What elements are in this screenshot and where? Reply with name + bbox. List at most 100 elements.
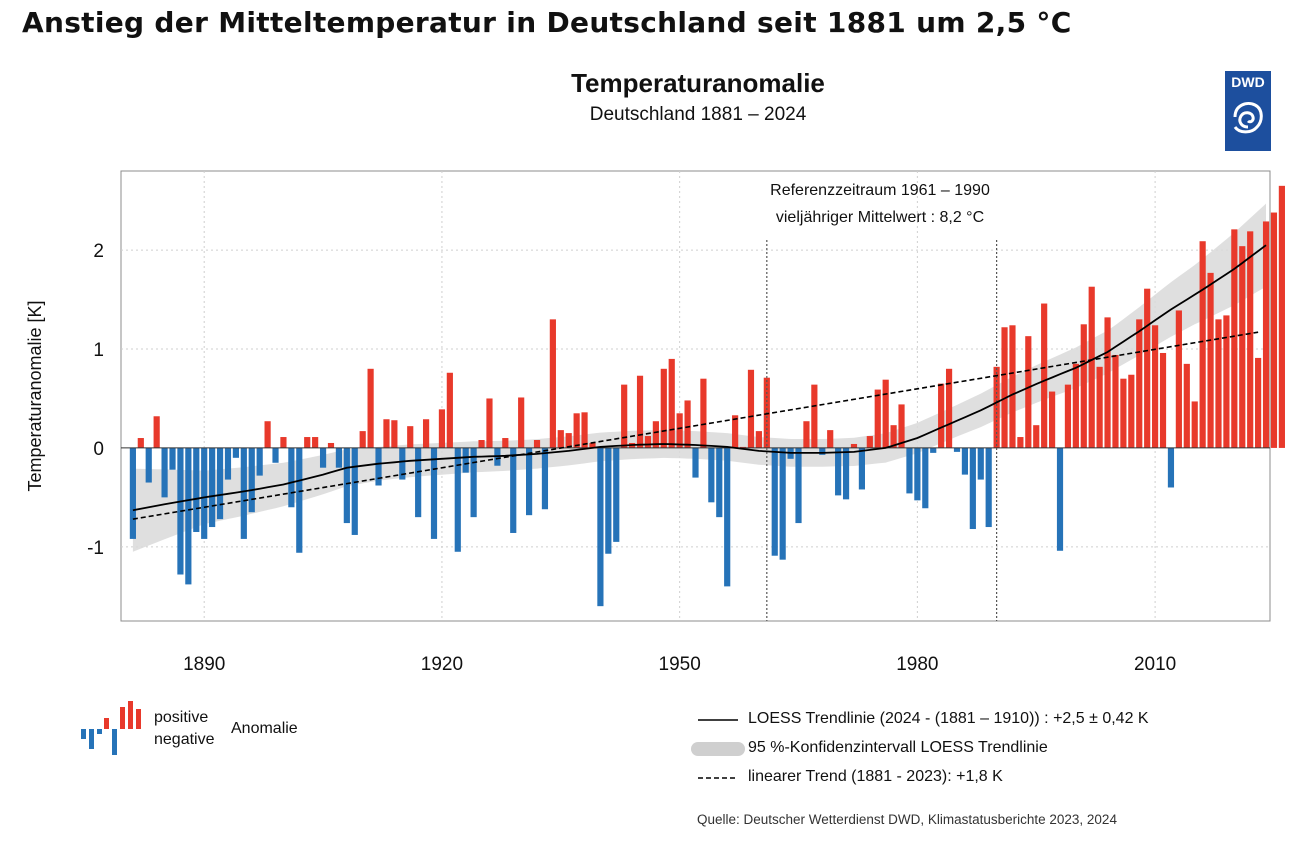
bar-1997 [1049,391,1056,448]
bar-1916 [407,426,414,448]
bar-1949 [668,358,675,448]
bar-1905 [319,447,327,468]
bar-1914 [391,420,398,448]
bar-1976 [882,379,889,448]
bar-1972 [850,443,858,448]
bar-1945 [636,375,644,448]
bar-1999 [1064,384,1072,448]
bar-1902 [296,447,303,553]
bar-1985 [953,447,961,452]
legend-anomaly-bars-icon [81,701,141,755]
reference-annotation-text: vieljähriger Mittelwert : 8,2 °C [776,209,984,226]
bar-1922 [454,447,461,552]
bar-1920 [438,409,446,448]
bar-1903 [304,437,311,448]
bar-1981 [922,447,929,509]
bar-1925 [478,440,485,448]
bar-1950 [676,413,683,448]
bar-2008 [1136,319,1143,448]
bar-1983 [938,383,945,448]
bar-1993 [1017,437,1024,448]
bar-2019 [1223,315,1230,448]
bar-1935 [557,430,564,448]
bar-1899 [272,447,279,463]
bar-1969 [827,430,834,448]
reference-annotation-title: Referenzzeitraum 1961 – 1990 [770,182,990,199]
bar-1960 [755,431,762,448]
bar-1906 [327,442,335,448]
bar-1910 [359,431,366,448]
bar-1979 [906,447,913,494]
bar-1970 [835,447,842,496]
bar-1978 [898,404,905,448]
bar-1900 [280,437,287,448]
bar-1998 [1056,447,1064,551]
bar-1992 [1009,325,1016,448]
bar-1888 [185,447,192,585]
bar-1940 [597,447,604,607]
bar-2026 [1278,185,1285,448]
bar-1893 [224,447,232,480]
bar-1974 [866,436,873,448]
loess-trend-line [132,244,1267,512]
bar-1917 [415,447,422,518]
bar-1904 [312,437,319,448]
bar-2020 [1231,229,1238,448]
legend-loess-label: LOESS Trendlinie (2024 - (1881 – 1910)) … [748,710,1149,727]
bar-1934 [549,319,556,448]
bar-1897 [256,447,263,476]
bar-2009 [1144,288,1151,448]
bar-2023 [1255,357,1262,448]
bar-2007 [1128,374,1135,448]
bar-1986 [961,447,969,475]
dwd-logo: DWD [1225,71,1271,151]
bar-1889 [193,447,200,532]
bar-1957 [732,415,739,448]
bar-1951 [684,400,691,448]
x-tick-label-1890: 1890 [183,654,225,675]
bar-2003 [1096,366,1103,448]
bar-2010 [1152,325,1159,448]
bar-1989 [985,447,992,528]
headline: Anstieg der Mitteltemperatur in Deutschl… [22,6,1072,39]
bar-1947 [652,421,659,448]
bar-1895 [240,447,247,539]
bar-1977 [890,425,897,448]
bar-2012 [1167,447,1175,488]
bar-1954 [708,447,715,503]
bar-1881 [129,447,136,539]
bar-1966 [803,421,810,448]
bar-1907 [335,447,342,468]
bar-1926 [486,398,493,448]
bar-1923 [462,447,469,473]
legend-confidence-label: 95 %-Konfidenzintervall LOESS Trendlinie [748,739,1048,756]
bar-1973 [858,447,865,490]
bar-1952 [692,447,699,478]
bar-1930 [518,397,525,448]
bar-1982 [930,447,937,453]
bar-1987 [969,447,976,530]
bar-1886 [169,447,176,470]
bar-1968 [819,447,826,455]
bar-1980 [914,447,921,501]
bar-1955 [716,447,723,518]
bar-2025 [1270,212,1278,448]
bar-1892 [216,447,224,520]
bar-1882 [137,438,144,448]
bar-1915 [399,447,406,480]
trend-lines [132,244,1267,520]
bar-1919 [430,447,438,539]
y-tick-label--1: -1 [87,538,104,559]
bar-1971 [842,447,850,500]
bar-1932 [533,440,541,448]
bar-1901 [288,447,295,508]
bar-1965 [795,447,802,524]
bar-1918 [422,419,430,448]
bar-2016 [1199,241,1206,448]
bar-1912 [375,447,382,486]
source-note: Quelle: Deutscher Wetterdienst DWD, Klim… [697,812,1117,827]
bar-1894 [232,447,239,458]
bar-2022 [1247,231,1254,448]
y-tick-label-0: 0 [93,439,104,460]
